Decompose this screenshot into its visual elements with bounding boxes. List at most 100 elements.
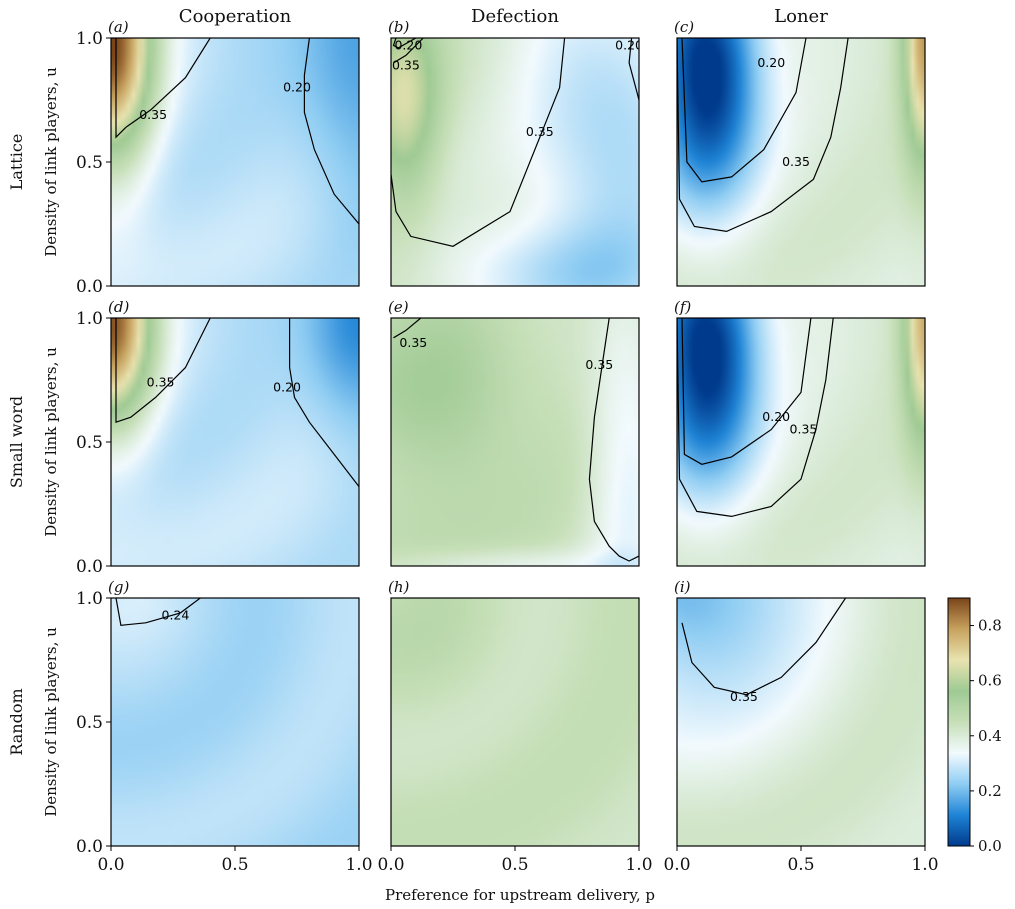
panel-label: (h) [388,578,410,596]
column-title-cooperation: Cooperation [179,6,292,27]
contours: 0.200.35 [677,318,834,518]
panel-label: (a) [108,18,129,36]
y-axis-labels: Density of link players, u Density of li… [42,67,60,817]
panel-i: 0.35 (i) 0.0 0.5 1.0 [663,578,938,875]
panel-frame [676,317,926,567]
contour-label: 0.24 [162,607,190,622]
heatmap-e [391,318,639,566]
contour-line [289,318,359,487]
contour-label: 0.35 [399,335,427,350]
heatmap-f [677,318,925,566]
x-tick-label: 0.0 [663,855,690,875]
panel-f: 0.200.35 (f) [674,298,926,567]
contour-line [391,38,566,247]
x-tick-label: 0.0 [97,855,124,875]
contour-line [115,318,211,424]
contour-label: 0.35 [139,107,167,122]
contour-label: 0.20 [273,379,301,394]
contour-line [681,318,812,465]
contour-label: 0.35 [790,422,818,437]
contour-label: 0.35 [147,374,175,389]
y-tick-label: 1.0 [76,29,103,49]
colorbar-tick-label: 0.0 [978,837,1002,855]
contour-line [681,598,847,696]
y-axis-label-row-1: Density of link players, u [42,67,60,257]
contour-line [303,38,359,225]
column-title-loner: Loner [774,6,828,27]
panel-g: 0.24 (g) 0.0 0.5 1.0 0.0 0.5 1.0 [76,578,373,875]
contour-line [115,38,211,139]
contour-line [628,38,639,101]
contour-line [681,38,807,183]
contour-label: 0.20 [757,55,785,70]
contour-label: 0.35 [730,689,758,704]
x-tick-label: 1.0 [911,855,938,875]
contours: 0.35 0.35 [393,318,639,562]
column-titles: Cooperation Defection Loner [179,6,828,27]
panel-label: (e) [388,298,409,316]
contour-label: 0.35 [526,124,554,139]
x-tick-label: 0.5 [787,855,814,875]
y-tick-label: 0.0 [76,557,103,577]
contours: 0.35 [681,598,847,704]
contour-line [392,38,417,49]
x-tick-label: 0.0 [377,855,404,875]
contours: 0.35 0.20 [115,38,359,225]
contour-label: 0.20 [394,37,422,52]
colorbar-tick-label: 0.4 [978,727,1002,745]
panel-frame [676,37,926,287]
panels: 0.350.20(a)0.00.51.0 0.200.350.350.20(b)0… [76,18,939,875]
heatmap-c [677,38,925,286]
panel-d: 0.35 0.20 (d) 0.0 0.5 1.0 [76,298,360,577]
contours: 0.20 0.35 [677,38,849,233]
heatmap-g [111,598,359,846]
contour-label: 0.20 [615,37,643,52]
panel-b: 0.200.350.350.20(b) [388,18,643,287]
colorbar-tick-label: 0.8 [978,617,1002,635]
x-tick-label: 0.5 [221,855,248,875]
contour-label: 0.35 [585,357,613,372]
contours: 0.24 [115,598,201,626]
heatmap-a [111,38,359,286]
row-label-random: Random [7,688,26,755]
y-tick-label: 0.5 [76,713,103,733]
contour-line [677,38,849,233]
y-axis-label-row-2: Density of link players, u [42,347,60,537]
colorbar: 0.0 0.2 0.4 0.6 0.8 [947,597,1002,855]
y-tick-label: 1.0 [76,589,103,609]
contour-line [393,318,422,339]
contour-label: 0.20 [283,80,311,95]
colorbar-tick-label: 0.2 [978,782,1002,800]
panel-label: (i) [674,578,691,596]
colorbar-scale [947,597,971,847]
y-tick-label: 0.0 [76,837,103,857]
panel-label: (g) [108,578,129,596]
panel-h: (h) 0.0 0.5 1.0 [377,578,652,875]
panel-label: (c) [674,18,694,36]
contour-label: 0.20 [762,409,790,424]
x-tick-label: 1.0 [625,855,652,875]
y-tick-label: 0.0 [76,277,103,297]
row-label-small-word: Small word [7,396,26,488]
contours: 0.35 0.20 [115,318,359,487]
heatmap-d [111,318,359,566]
contour-label: 0.35 [782,154,810,169]
contours: 0.20 0.35 0.35 0.20 [391,37,643,247]
contour-line [677,318,834,518]
panel-label: (d) [108,298,129,316]
y-tick-label: 0.5 [76,153,103,173]
contour-line [393,38,424,64]
panel-c: 0.20 0.35 (c) [674,18,926,287]
x-tick-label: 0.5 [501,855,528,875]
row-label-lattice: Lattice [7,134,26,191]
y-tick-label: 1.0 [76,309,103,329]
contour-line [588,318,639,562]
colorbar-tick-label: 0.6 [978,672,1002,690]
y-axis-label-row-3: Density of link players, u [42,627,60,817]
panel-label: (b) [388,18,409,36]
contour-label: 0.35 [392,57,420,72]
panel-label: (f) [674,298,691,316]
x-tick-label: 1.0 [345,855,372,875]
column-title-defection: Defection [471,6,559,27]
